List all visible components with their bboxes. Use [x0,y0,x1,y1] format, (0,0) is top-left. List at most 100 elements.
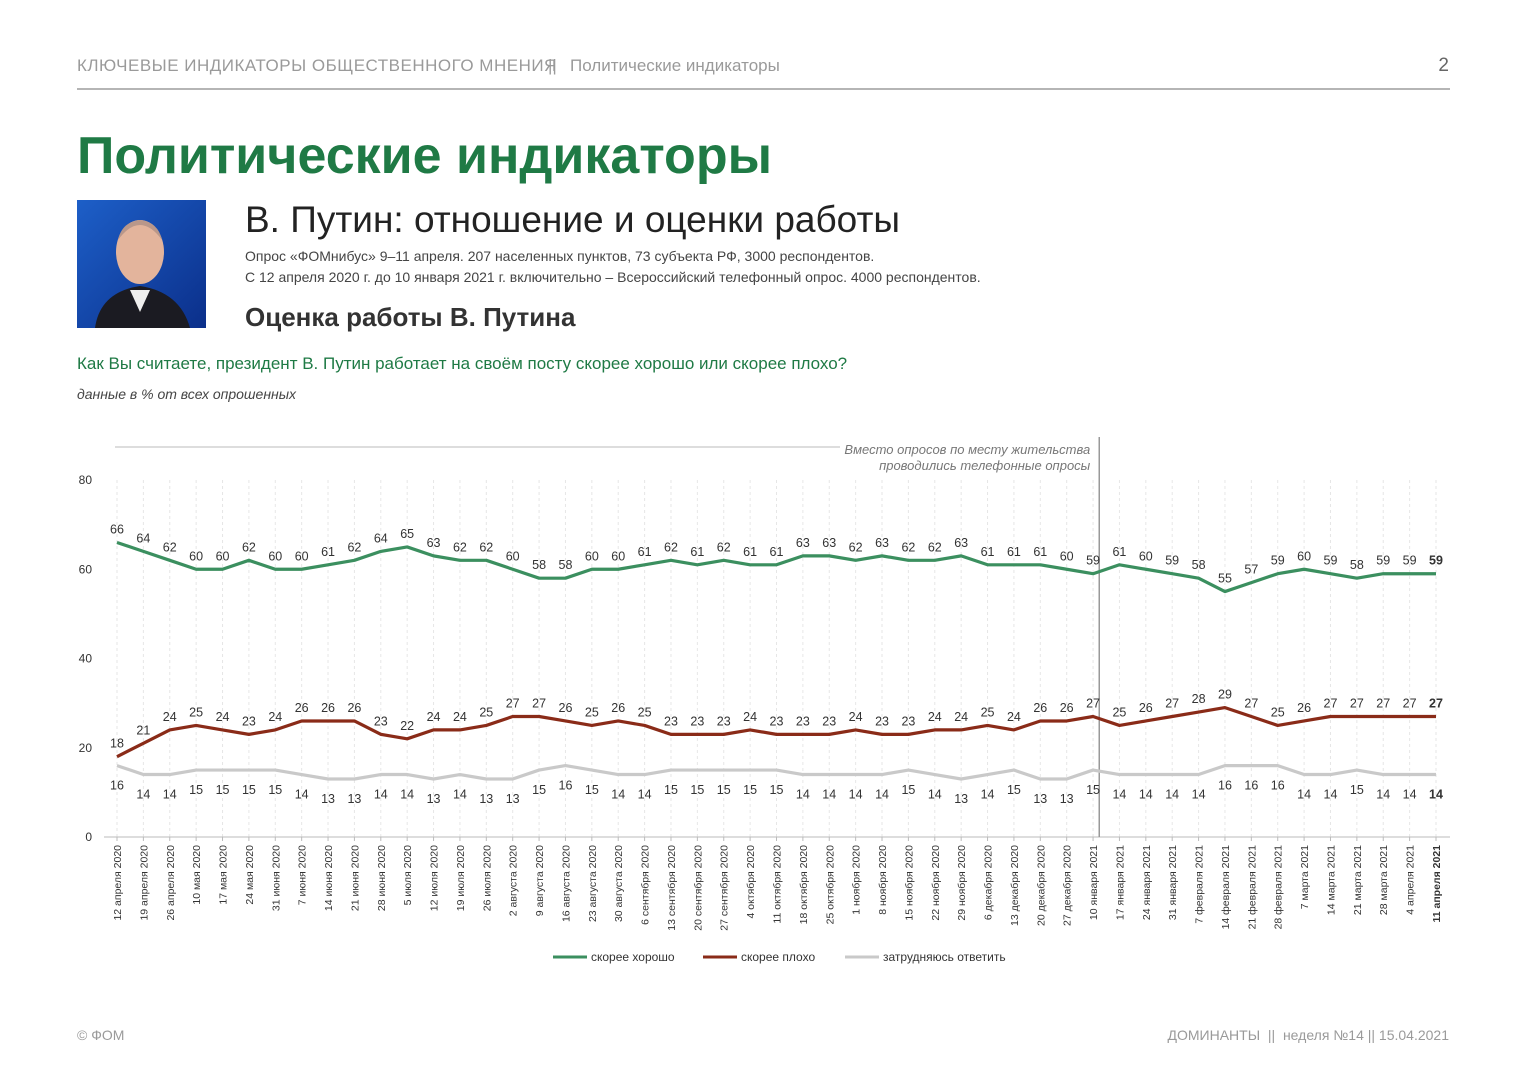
value-label: 14 [928,788,942,802]
value-label: 14 [453,788,467,802]
value-label: 14 [875,788,889,802]
value-label: 15 [1086,783,1100,797]
value-label: 24 [216,710,230,724]
value-label: 55 [1218,572,1232,586]
value-label: 64 [374,531,388,545]
value-label: 62 [163,540,177,554]
value-label: 29 [1218,688,1232,702]
value-label: 61 [1033,545,1047,559]
value-label: 14 [1297,788,1311,802]
x-tick-label: 4 октября 2020 [745,845,757,919]
annotation: проводились телефонные опросы [879,458,1091,473]
value-label: 14 [796,788,810,802]
chart-question: Как Вы считаете, президент В. Путин рабо… [77,354,847,373]
value-label: 61 [638,545,652,559]
value-label: 63 [796,536,810,550]
portrait-photo [77,200,206,328]
chart-subtitle: данные в % от всех опрошенных [77,386,297,402]
value-label: 58 [532,558,546,572]
annotation: Вместо опросов по месту жительства [844,442,1090,457]
value-label: 15 [216,783,230,797]
x-tick-label: 30 августа 2020 [613,845,625,922]
x-tick-label: 11 октября 2020 [772,845,784,924]
header-section: КЛЮЧЕВЫЕ ИНДИКАТОРЫ ОБЩЕСТВЕННОГО МНЕНИЯ [77,56,557,75]
y-tick-label: 20 [79,741,93,755]
value-label: 61 [1007,545,1021,559]
value-label: 27 [1403,697,1417,711]
value-label: 14 [1112,788,1126,802]
value-label: 27 [1165,697,1179,711]
legend-label: скорее плохо [741,950,815,964]
value-label: 14 [1324,788,1338,802]
value-label: 15 [242,783,256,797]
legend-label: затрудняюсь ответить [883,950,1006,964]
value-label: 60 [189,549,203,563]
value-label: 23 [822,714,836,728]
value-label: 27 [506,697,520,711]
value-label: 26 [1060,701,1074,715]
x-tick-label: 15 ноября 2020 [903,845,915,921]
x-tick-label: 28 февраля 2021 [1273,845,1285,930]
value-label: 23 [242,714,256,728]
x-tick-label: 5 июля 2020 [402,845,414,906]
value-label: 13 [954,792,968,806]
x-tick-label: 28 июня 2020 [376,845,388,911]
value-label: 60 [295,549,309,563]
x-tick-label: 7 июня 2020 [297,845,309,905]
value-label: 61 [1112,545,1126,559]
value-label: 25 [1271,705,1285,719]
x-tick-label: 12 июля 2020 [429,845,441,911]
x-tick-label: 25 октября 2020 [824,845,836,925]
x-tick-label: 14 июня 2020 [323,845,335,911]
value-label: 24 [849,710,863,724]
value-label: 23 [374,714,388,728]
value-label: 24 [743,710,757,724]
value-label: 59 [1086,554,1100,568]
value-label: 27 [1244,697,1258,711]
x-tick-label: 17 мая 2020 [218,845,230,905]
value-label: 16 [1271,779,1285,793]
value-label: 16 [1218,779,1232,793]
value-label: 14 [1139,788,1153,802]
value-label: 62 [928,540,942,554]
value-label: 15 [743,783,757,797]
value-label: 14 [849,788,863,802]
x-tick-label: 6 сентября 2020 [640,845,652,925]
x-tick-label: 13 сентября 2020 [666,845,678,931]
value-label: 23 [690,714,704,728]
x-tick-label: 21 февраля 2021 [1246,845,1258,930]
value-label: 13 [347,792,361,806]
value-label: 59 [1271,554,1285,568]
value-label: 60 [1060,549,1074,563]
x-tick-label: 24 мая 2020 [244,845,256,905]
value-label: 23 [770,714,784,728]
x-tick-label: 11 апреля 2021 [1431,845,1443,923]
value-label: 64 [136,531,150,545]
value-label: 27 [1086,697,1100,711]
x-tick-label: 14 марта 2021 [1325,845,1337,915]
value-label: 62 [717,540,731,554]
header-subsection: Политические индикаторы [570,56,780,75]
value-label: 14 [1192,788,1206,802]
value-label: 61 [981,545,995,559]
value-label: 66 [110,522,124,536]
value-label: 15 [717,783,731,797]
value-label: 24 [268,710,282,724]
value-label: 25 [479,705,493,719]
value-label: 57 [1244,563,1258,577]
value-label: 26 [1033,701,1047,715]
value-label: 13 [321,792,335,806]
value-label: 24 [928,710,942,724]
series-line [116,540,1436,594]
value-label: 62 [453,540,467,554]
value-label: 61 [743,545,757,559]
x-tick-label: 8 ноября 2020 [877,845,889,915]
value-label: 16 [559,779,573,793]
value-label: 62 [242,540,256,554]
value-label: 27 [1429,697,1443,711]
x-tick-label: 1 ноября 2020 [851,845,863,915]
y-tick-label: 60 [79,562,93,576]
value-label: 27 [1324,697,1338,711]
x-tick-label: 31 января 2021 [1167,845,1179,920]
